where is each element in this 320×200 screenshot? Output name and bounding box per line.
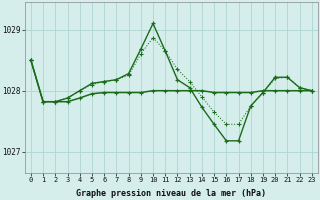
X-axis label: Graphe pression niveau de la mer (hPa): Graphe pression niveau de la mer (hPa) <box>76 189 266 198</box>
